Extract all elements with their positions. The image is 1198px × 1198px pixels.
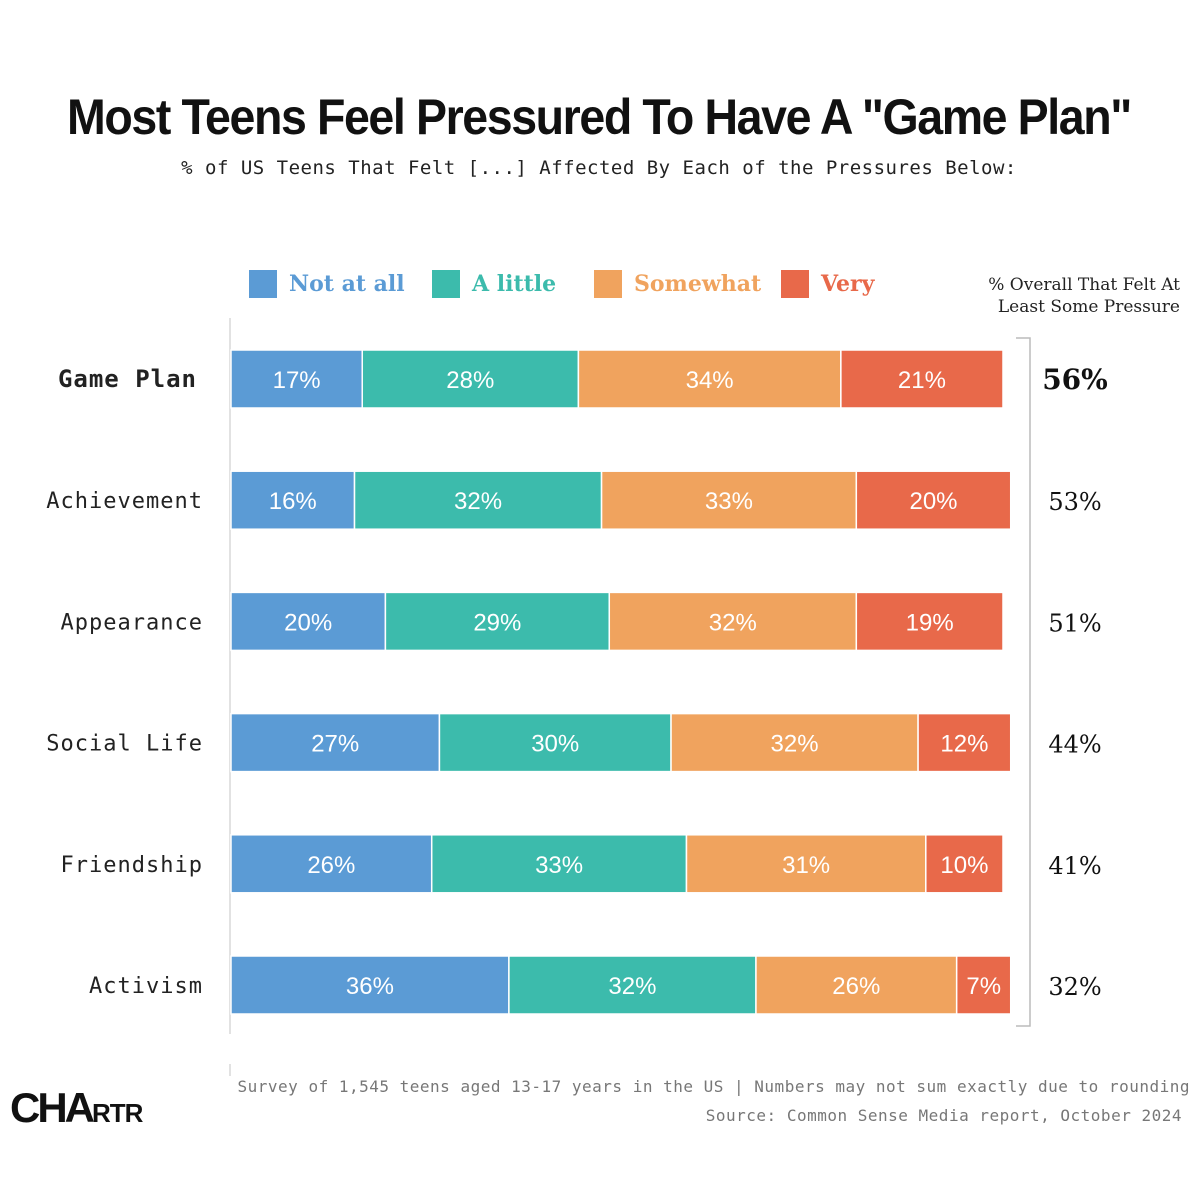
legend-label-a-little: A little xyxy=(472,271,557,297)
bar-label-game-plan-not-at-all: 17% xyxy=(273,367,321,394)
bar-label-game-plan-very: 21% xyxy=(898,367,946,394)
legend-swatch-somewhat xyxy=(594,270,622,298)
bar-label-achievement-very: 20% xyxy=(909,488,957,515)
bar-label-social-life-not-at-all: 27% xyxy=(311,731,359,758)
bar-appearance-somewhat xyxy=(608,591,858,652)
category-label-appearance: Appearance xyxy=(61,610,203,635)
bar-label-achievement-a-little: 32% xyxy=(454,488,502,515)
bar-social-life-not-at-all xyxy=(230,712,441,773)
bar-label-friendship-very: 10% xyxy=(940,852,988,879)
footer-note: Survey of 1,545 teens aged 13-17 years i… xyxy=(237,1077,1190,1096)
overall-header-line2: Least Some Pressure xyxy=(997,297,1180,317)
overall-value-achievement: 53% xyxy=(1048,488,1101,516)
legend-swatch-a-little xyxy=(432,270,460,298)
bar-activism-a-little xyxy=(508,955,757,1015)
category-label-achievement: Achievement xyxy=(46,489,203,514)
legend-label-not-at-all: Not at all xyxy=(289,271,405,297)
bar-label-activism-a-little: 32% xyxy=(608,973,656,1000)
bar-activism-not-at-all xyxy=(230,955,510,1015)
overall-header: % Overall That Felt At Least Some Pressu… xyxy=(988,274,1180,318)
legend-swatch-not-at-all xyxy=(249,270,277,298)
bar-label-friendship-somewhat: 31% xyxy=(782,852,830,879)
bar-game-plan-very xyxy=(840,349,1004,409)
bar-label-activism-very: 7% xyxy=(966,973,1001,1000)
bar-label-social-life-somewhat: 32% xyxy=(771,731,819,758)
bar-game-plan-a-little xyxy=(361,349,580,409)
chart-title: Most Teens Feel Pressured To Have A "Gam… xyxy=(67,89,1132,145)
bar-label-appearance-a-little: 29% xyxy=(473,609,521,636)
overall-bracket xyxy=(1016,337,1031,1027)
overall-value-friendship: 41% xyxy=(1048,852,1101,880)
bar-label-game-plan-somewhat: 34% xyxy=(686,367,734,394)
bar-appearance-very xyxy=(855,591,1004,652)
legend-label-somewhat: Somewhat xyxy=(634,271,762,297)
bar-appearance-not-at-all xyxy=(230,591,387,652)
bar-label-activism-not-at-all: 36% xyxy=(346,973,394,1000)
footer-source: Source: Common Sense Media report, Octob… xyxy=(705,1106,1182,1125)
legend-item-somewhat: Somewhat xyxy=(594,268,761,300)
bar-friendship-a-little xyxy=(430,834,688,894)
logo-part-1: C xyxy=(10,1084,40,1131)
legend-item-a-little: A little xyxy=(432,268,556,300)
bar-achievement-not-at-all xyxy=(230,470,356,530)
bar-game-plan-not-at-all xyxy=(230,349,363,409)
bar-label-game-plan-a-little: 28% xyxy=(446,367,494,394)
bar-label-social-life-very: 12% xyxy=(940,731,988,758)
bar-friendship-not-at-all xyxy=(230,834,433,894)
bar-friendship-very xyxy=(925,834,1004,894)
category-label-social-life: Social Life xyxy=(46,732,203,757)
bar-label-achievement-somewhat: 33% xyxy=(705,488,753,515)
bar-social-life-a-little xyxy=(438,712,672,773)
legend-item-not-at-all: Not at all xyxy=(249,268,405,300)
legend-item-very: Very xyxy=(781,268,874,300)
bar-activism-somewhat xyxy=(755,955,958,1015)
overall-value-activism: 32% xyxy=(1048,973,1101,1001)
bar-label-appearance-somewhat: 32% xyxy=(709,609,757,636)
bar-achievement-somewhat xyxy=(600,470,858,530)
bar-label-appearance-very: 19% xyxy=(906,609,954,636)
bar-label-friendship-a-little: 33% xyxy=(535,852,583,879)
category-label-activism: Activism xyxy=(89,974,203,999)
category-label-friendship: Friendship xyxy=(61,853,203,878)
legend-label-very: Very xyxy=(821,271,875,297)
logo-part-3: R xyxy=(92,1098,111,1128)
logo-part-4: TR xyxy=(109,1098,144,1128)
bar-appearance-a-little xyxy=(384,591,611,652)
overall-value-social-life: 44% xyxy=(1048,731,1101,759)
legend-swatch-very xyxy=(781,270,809,298)
bar-social-life-somewhat xyxy=(670,712,919,773)
bar-game-plan-somewhat xyxy=(577,349,842,409)
chart-subtitle: % of US Teens That Felt [...] Affected B… xyxy=(181,157,1017,179)
bar-activism-very xyxy=(955,955,1012,1015)
bar-label-activism-somewhat: 26% xyxy=(832,973,880,1000)
logo-part-2: HA xyxy=(37,1084,95,1131)
overall-header-line1: % Overall That Felt At xyxy=(988,275,1180,295)
bar-label-achievement-not-at-all: 16% xyxy=(269,488,317,515)
bar-label-social-life-a-little: 30% xyxy=(531,731,579,758)
overall-value-game-plan: 56% xyxy=(1042,363,1108,396)
bar-achievement-very xyxy=(855,470,1012,530)
chartr-logo: CHARTR xyxy=(10,1084,144,1132)
category-label-game-plan: Game Plan xyxy=(58,365,197,393)
bar-achievement-a-little xyxy=(353,470,603,530)
overall-value-appearance: 51% xyxy=(1048,609,1101,637)
bar-social-life-very xyxy=(917,712,1012,773)
bar-friendship-somewhat xyxy=(685,834,927,894)
bar-label-friendship-not-at-all: 26% xyxy=(307,852,355,879)
bar-label-appearance-not-at-all: 20% xyxy=(284,609,332,636)
